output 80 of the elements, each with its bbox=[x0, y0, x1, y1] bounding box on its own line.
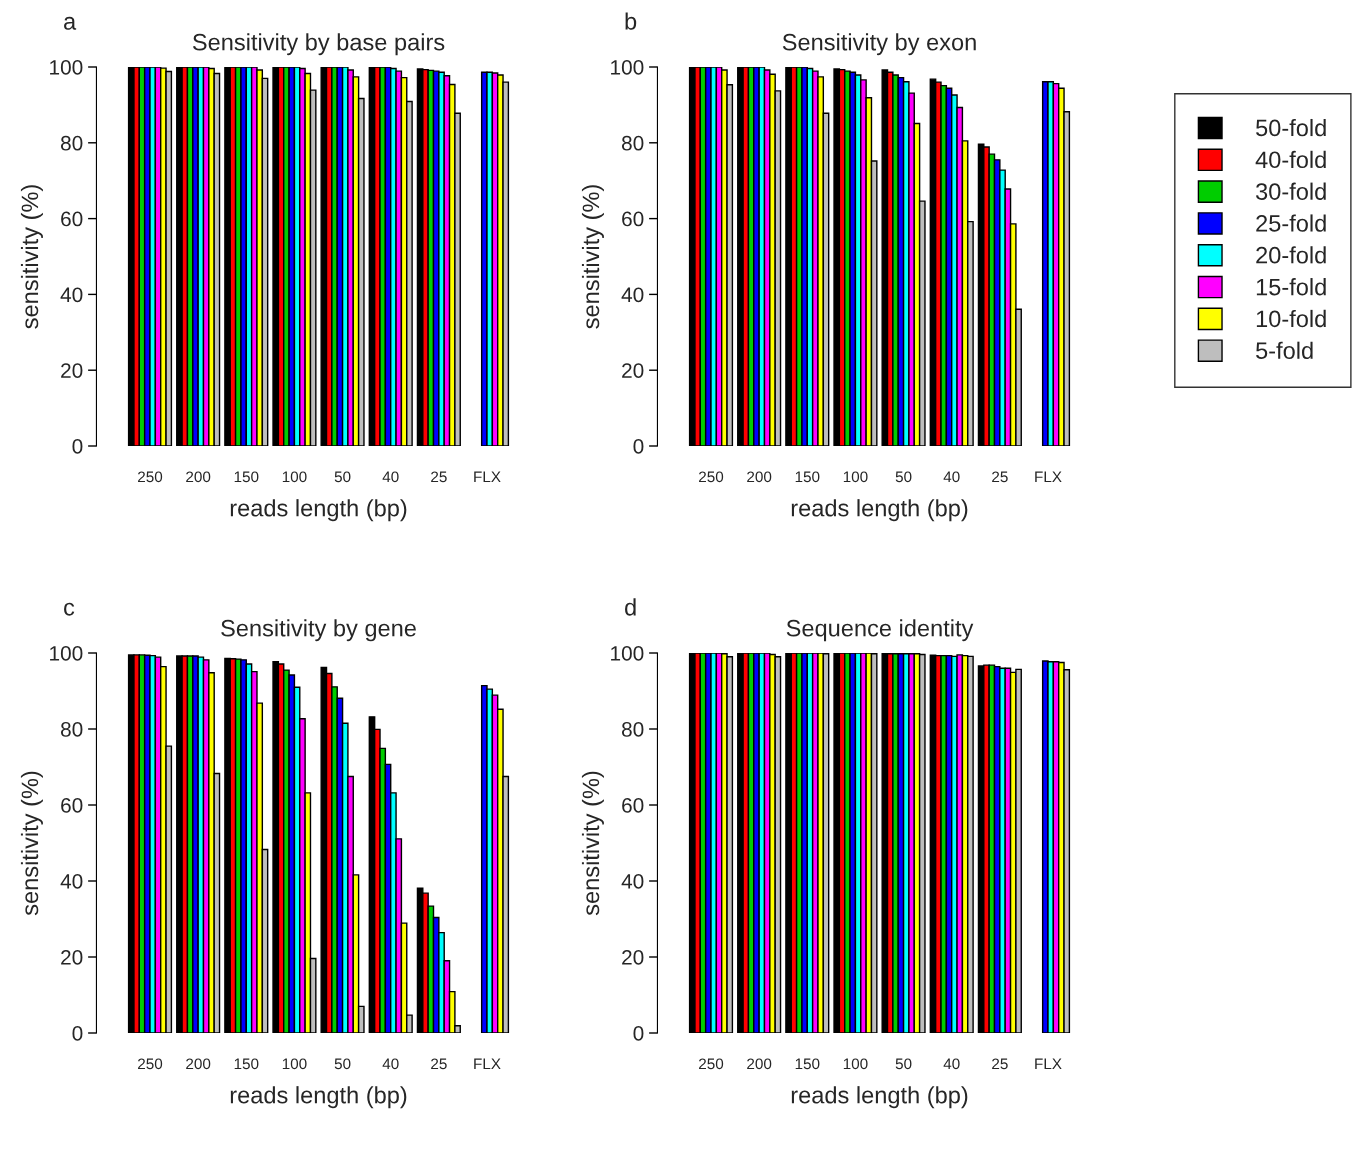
legend-label: 50-fold bbox=[1256, 118, 1326, 137]
legend-label: 10-fold bbox=[1256, 309, 1326, 328]
x-axis-title: reads length (bp) bbox=[230, 1086, 407, 1109]
x-tick-label: 25 bbox=[431, 1058, 447, 1070]
x-tick-label: 150 bbox=[234, 471, 259, 483]
y-tick-label: 60 bbox=[61, 798, 83, 813]
y-tick-label: 0 bbox=[72, 1026, 83, 1041]
x-tick-label: 150 bbox=[795, 1058, 820, 1070]
x-tick-label: 50 bbox=[895, 1058, 912, 1070]
x-tick-label: 250 bbox=[138, 471, 163, 483]
text: d bbox=[625, 598, 636, 616]
x-tick-label: FLX bbox=[1035, 471, 1062, 483]
legend-label: 40-fold bbox=[1255, 150, 1326, 169]
y-tick-label: 60 bbox=[61, 211, 83, 227]
text: a bbox=[64, 16, 77, 30]
y-axis-title: sensitivity (%) bbox=[581, 185, 604, 329]
x-tick-label: 200 bbox=[186, 471, 211, 483]
x-tick-label: FLX bbox=[1035, 1058, 1062, 1070]
x-tick-label: 100 bbox=[282, 471, 307, 483]
y-tick-label: 100 bbox=[611, 60, 644, 75]
x-tick-label: FLX bbox=[474, 1058, 501, 1070]
y-tick-label: 100 bbox=[611, 646, 644, 661]
x-tick-label: 25 bbox=[992, 1058, 1008, 1070]
y-tick-label: 100 bbox=[50, 60, 83, 75]
x-tick-label: 40 bbox=[943, 471, 960, 483]
x-tick-label: 40 bbox=[943, 1058, 960, 1070]
x-tick-label: 40 bbox=[382, 471, 399, 483]
y-axis-title: sensitivity (%) bbox=[581, 771, 604, 916]
x-tick-label: 250 bbox=[699, 471, 724, 483]
x-tick-label: 25 bbox=[431, 471, 447, 483]
y-tick-label: 0 bbox=[72, 439, 83, 454]
y-tick-label: 60 bbox=[622, 211, 644, 227]
y-tick-label: 40 bbox=[60, 287, 83, 303]
y-tick-label: 100 bbox=[50, 646, 83, 661]
x-tick-label: FLX bbox=[474, 471, 501, 483]
y-tick-label: 20 bbox=[61, 363, 83, 378]
y-axis-title: sensitivity (%) bbox=[20, 185, 43, 329]
x-tick-label: 50 bbox=[334, 1058, 351, 1070]
x-tick-label: 50 bbox=[895, 471, 912, 483]
x-tick-label: 40 bbox=[382, 1058, 399, 1070]
x-tick-label: 250 bbox=[699, 1058, 724, 1070]
text: c bbox=[64, 602, 75, 616]
y-tick-label: 40 bbox=[621, 287, 644, 303]
x-tick-label: 200 bbox=[747, 471, 772, 483]
x-tick-label: 250 bbox=[138, 1058, 163, 1070]
y-tick-label: 40 bbox=[60, 874, 83, 889]
chart-title: Sequence identity bbox=[786, 619, 974, 642]
text: b bbox=[625, 12, 637, 30]
x-tick-label: 150 bbox=[795, 471, 820, 483]
legend-label: 30-fold bbox=[1255, 182, 1326, 200]
y-tick-label: 80 bbox=[621, 135, 644, 151]
x-tick-label: 100 bbox=[843, 1058, 868, 1070]
y-tick-label: 40 bbox=[621, 874, 644, 889]
x-axis-title: reads length (bp) bbox=[791, 1086, 968, 1109]
chart-title: Sensitivity by gene bbox=[221, 619, 416, 642]
x-tick-label: 100 bbox=[282, 1058, 307, 1070]
y-tick-label: 80 bbox=[60, 722, 83, 737]
y-tick-label: 60 bbox=[622, 798, 644, 813]
y-tick-label: 20 bbox=[61, 950, 83, 965]
y-tick-label: 20 bbox=[622, 950, 644, 965]
x-axis-title: reads length (bp) bbox=[230, 499, 407, 522]
chart-title: Sensitivity by base pairs bbox=[192, 33, 445, 56]
y-tick-label: 0 bbox=[633, 1026, 644, 1041]
y-tick-label: 80 bbox=[60, 135, 83, 151]
x-tick-label: 200 bbox=[747, 1058, 772, 1070]
y-tick-label: 80 bbox=[621, 722, 644, 737]
y-tick-label: 0 bbox=[633, 439, 644, 454]
legend-label: 20-fold bbox=[1256, 246, 1326, 264]
chart-title: Sensitivity by exon bbox=[782, 33, 976, 56]
legend-label: 15-fold bbox=[1256, 278, 1326, 296]
y-axis-title: sensitivity (%) bbox=[20, 771, 43, 916]
x-tick-label: 50 bbox=[334, 471, 351, 483]
x-tick-label: 100 bbox=[843, 471, 868, 483]
x-axis-title: reads length (bp) bbox=[791, 499, 968, 522]
legend-label: 25-fold bbox=[1256, 214, 1326, 232]
x-tick-label: 200 bbox=[186, 1058, 211, 1070]
y-tick-label: 20 bbox=[622, 363, 644, 378]
legend-label: 5-fold bbox=[1256, 341, 1313, 360]
x-tick-label: 25 bbox=[992, 471, 1008, 483]
x-tick-label: 150 bbox=[234, 1058, 259, 1070]
